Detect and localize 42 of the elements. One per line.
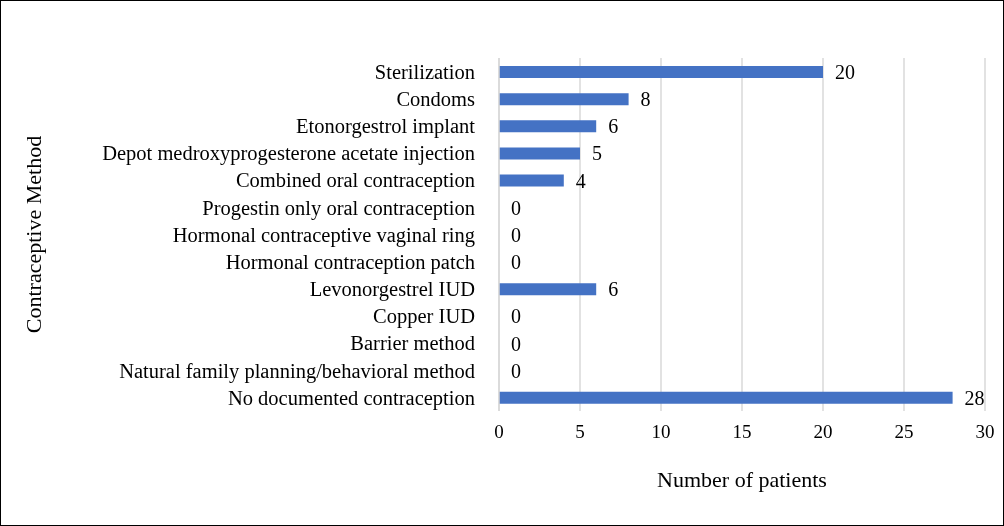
data-label: 4 — [575, 169, 586, 192]
data-label: 0 — [511, 332, 521, 355]
bar — [499, 66, 823, 78]
y-tick-label: Depot medroxyprogesterone acetate injection — [102, 142, 475, 166]
y-tick-label: Condoms — [396, 88, 476, 111]
x-tick-label: 5 — [575, 421, 585, 443]
y-tick-label: Combined oral contraception — [235, 169, 475, 193]
x-tick-label: 10 — [651, 421, 671, 443]
data-label: 0 — [511, 223, 521, 246]
y-tick-label: Sterilization — [374, 60, 475, 83]
x-tick-label: 0 — [494, 421, 504, 443]
y-tick-label: Levonorgestrel IUD — [309, 278, 475, 302]
x-tick-label: 20 — [813, 421, 833, 443]
x-tick-label: 15 — [732, 421, 752, 443]
data-label: 0 — [511, 359, 521, 382]
y-tick-label: Natural family planning/behavioral method — [119, 359, 475, 383]
y-tick-label: Etonorgestrol implant — [296, 115, 476, 139]
bar — [499, 147, 580, 160]
bar — [499, 391, 953, 404]
y-tick-label: Barrier method — [350, 332, 475, 355]
x-tick-label: 30 — [975, 421, 995, 443]
y-tick-label: Progestin only oral contraception — [202, 196, 475, 220]
y-tick-label: No documented contraception — [227, 386, 475, 410]
y-tick-label: Copper IUD — [373, 305, 475, 329]
x-tick-label: 25 — [894, 421, 914, 443]
data-label: 28 — [964, 386, 985, 409]
bar — [499, 283, 597, 296]
data-label: 8 — [640, 88, 651, 111]
data-label: 20 — [835, 61, 855, 83]
x-axis-title: Number of patients — [657, 467, 827, 492]
bar — [499, 120, 597, 133]
data-label: 6 — [608, 115, 619, 138]
y-tick-label: Hormonal contraceptive vaginal ring — [172, 223, 475, 247]
data-label: 0 — [511, 196, 521, 219]
y-axis-title: Contraceptive Method — [20, 135, 46, 334]
bar — [499, 174, 564, 187]
data-label: 5 — [592, 142, 602, 165]
y-tick-label: Hormonal contraception patch — [225, 250, 475, 274]
bar — [499, 93, 629, 106]
data-label: 0 — [511, 251, 521, 274]
data-label: 6 — [608, 278, 619, 301]
data-label: 0 — [511, 305, 521, 328]
